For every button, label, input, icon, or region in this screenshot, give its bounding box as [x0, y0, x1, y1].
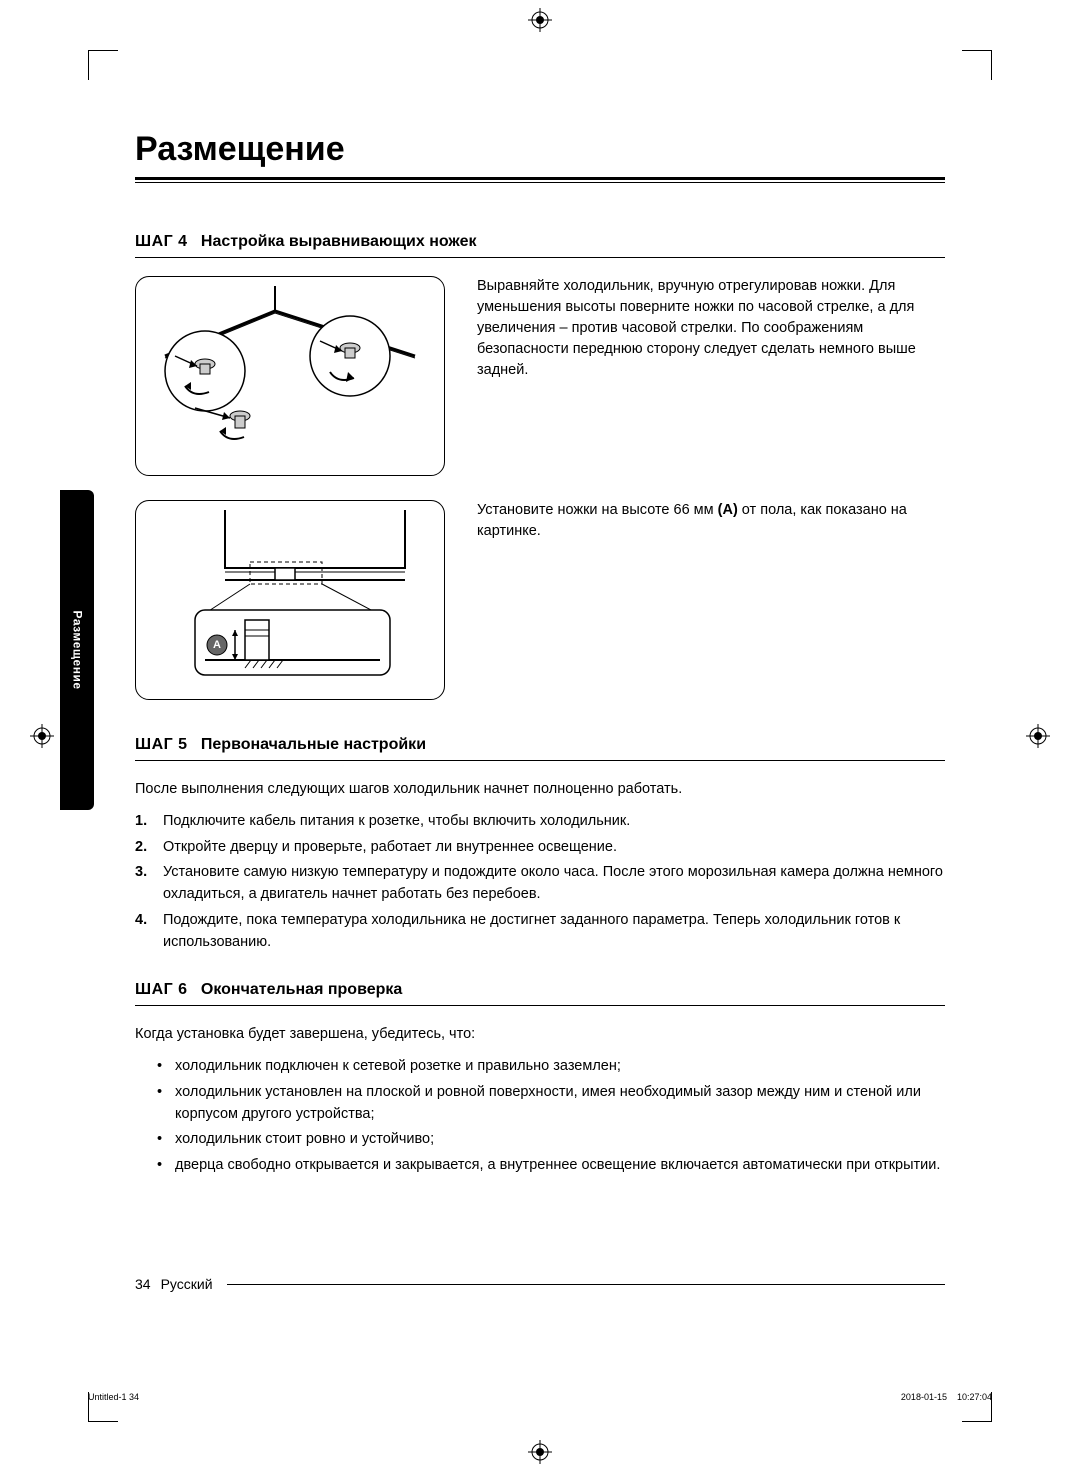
leveling-legs-diagram-icon: [145, 286, 435, 466]
page-title: Размещение: [135, 130, 945, 169]
list-item: 1.Подключите кабель питания к розетке, ч…: [135, 811, 945, 833]
step-title: Окончательная проверка: [201, 981, 402, 998]
list-item: 2.Откройте дверцу и проверьте, работает …: [135, 837, 945, 859]
step-prefix: ШАГ 5: [135, 736, 188, 753]
list-item: 4.Подождите, пока температура холодильни…: [135, 910, 945, 954]
step5-intro: После выполнения следующих шагов холодил…: [135, 779, 945, 801]
step-heading: ШАГ 5 Первоначальные настройки: [135, 736, 945, 761]
page-footer: 34 Русский: [135, 1276, 945, 1292]
crop-mark: [88, 50, 118, 51]
footer-language: Русский: [161, 1276, 213, 1292]
step-prefix: ШАГ 6: [135, 981, 188, 998]
crop-mark: [962, 50, 992, 51]
step-heading: ШАГ 6 Окончательная проверка: [135, 981, 945, 1006]
crop-mark: [991, 50, 992, 80]
crop-mark: [962, 1421, 992, 1422]
section-tab-label: Размещение: [70, 611, 84, 690]
registration-mark-icon: [1026, 724, 1050, 748]
print-meta-right: 2018-01-15 10:27:04: [901, 1392, 992, 1402]
page-content: Размещение ШАГ 4 Настройка выравнивающих…: [135, 130, 945, 1181]
figure-leveling-legs: [135, 276, 445, 476]
crop-mark: [88, 50, 89, 80]
list-item: дверца свободно открывается и закрываетс…: [135, 1155, 945, 1177]
step-heading: ШАГ 4 Настройка выравнивающих ножек: [135, 233, 945, 258]
step-prefix: ШАГ 4: [135, 233, 188, 250]
section-tab: Размещение: [60, 490, 94, 810]
registration-mark-icon: [528, 1440, 552, 1464]
title-rule: [135, 177, 945, 180]
crop-mark: [88, 1421, 118, 1422]
figure-row: A Установите ножки на высоте 66 мм (A) о…: [135, 500, 945, 700]
step-title: Первоначальные настройки: [201, 736, 426, 753]
step4-paragraph-1: Выравняйте холодильник, вручную отрегули…: [477, 276, 945, 476]
step6-list: холодильник подключен к сетевой розетке …: [135, 1056, 945, 1177]
registration-mark-icon: [30, 724, 54, 748]
step4-paragraph-2: Установите ножки на высоте 66 мм (A) от …: [477, 500, 945, 700]
figure-row: Выравняйте холодильник, вручную отрегули…: [135, 276, 945, 476]
step6-intro: Когда установка будет завершена, убедите…: [135, 1024, 945, 1046]
figure-leg-height: A: [135, 500, 445, 700]
dimension-label-a: A: [213, 639, 221, 651]
title-rule: [135, 182, 945, 183]
print-meta-left: Untitled-1 34: [88, 1392, 139, 1402]
list-item: холодильник стоит ровно и устойчиво;: [135, 1129, 945, 1151]
list-item: холодильник подключен к сетевой розетке …: [135, 1056, 945, 1078]
step-title: Настройка выравнивающих ножек: [201, 233, 477, 250]
page-number: 34: [135, 1276, 151, 1292]
footer-rule: [227, 1284, 945, 1285]
leg-height-diagram-icon: A: [145, 510, 435, 690]
list-item: холодильник установлен на плоской и ровн…: [135, 1082, 945, 1126]
registration-mark-icon: [528, 8, 552, 32]
list-item: 3.Установите самую низкую температуру и …: [135, 862, 945, 906]
step5-list: 1.Подключите кабель питания к розетке, ч…: [135, 811, 945, 954]
